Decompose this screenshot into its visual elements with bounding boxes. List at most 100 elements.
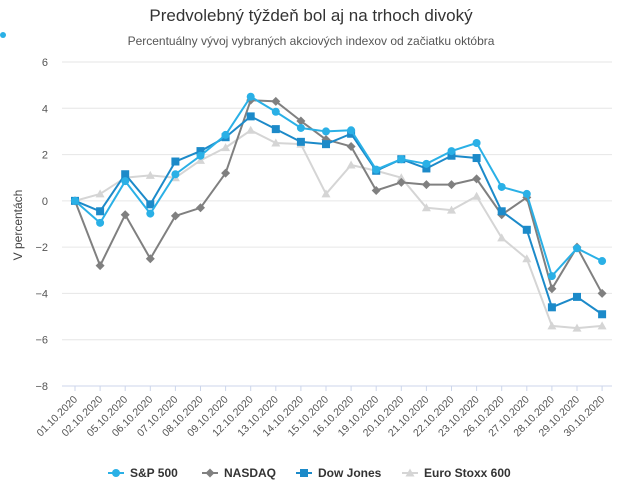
y-tick-label: −2 <box>35 242 48 254</box>
data-point <box>522 254 532 263</box>
data-point <box>598 310 607 319</box>
data-point <box>246 125 256 134</box>
data-point <box>121 177 130 186</box>
data-point <box>497 182 506 191</box>
y-axis-ticks: 6 4 2 0 −2 −4 −6 −8 <box>35 57 48 393</box>
data-point <box>96 207 105 216</box>
data-point <box>497 233 507 242</box>
data-point <box>221 143 231 152</box>
legend-item[interactable]: S&P 500 <box>108 466 178 480</box>
data-point <box>95 189 105 198</box>
legend-label: Euro Stoxx 600 <box>424 466 511 480</box>
data-point <box>421 180 431 190</box>
data-point <box>171 170 180 179</box>
data-point <box>472 174 482 184</box>
data-point <box>472 154 481 163</box>
series <box>70 92 607 332</box>
corner-dot-icon <box>0 32 6 38</box>
data-point <box>196 147 205 156</box>
series-1 <box>70 95 607 298</box>
legend-item[interactable]: Euro Stoxx 600 <box>402 466 511 480</box>
chart-title: Predvolebný týždeň bol aj na trhoch divo… <box>149 6 473 25</box>
y-axis-label: V percentách <box>11 190 25 261</box>
data-point <box>598 257 607 266</box>
data-point <box>221 130 230 139</box>
y-tick-label: 4 <box>42 103 48 115</box>
data-point <box>196 203 205 213</box>
data-point <box>271 138 281 147</box>
data-point <box>271 107 280 116</box>
data-point <box>346 141 356 151</box>
grid <box>62 61 612 387</box>
legend-symbol <box>205 468 215 478</box>
data-point <box>597 321 607 330</box>
data-point <box>547 272 556 281</box>
legend: S&P 500 NASDAQ Dow Jones Euro Stoxx 600 <box>108 466 511 480</box>
data-point <box>120 210 130 220</box>
data-point <box>397 155 406 164</box>
data-point <box>472 139 481 147</box>
x-axis-ticks: 01.10.202002.10.202005.10.202006.10.2020… <box>34 386 607 439</box>
data-point <box>246 92 255 101</box>
data-point <box>572 323 582 332</box>
data-point <box>322 140 330 149</box>
data-point <box>296 116 306 126</box>
series-line <box>74 129 603 330</box>
series-line <box>74 99 603 294</box>
data-point <box>146 209 155 218</box>
data-point <box>421 203 431 212</box>
data-point <box>322 127 330 136</box>
data-point <box>71 196 79 205</box>
data-point <box>472 191 482 200</box>
y-tick-label: −6 <box>35 335 48 347</box>
data-point <box>296 123 305 132</box>
data-point <box>396 177 406 187</box>
series-0 <box>71 92 607 281</box>
data-point <box>396 173 406 182</box>
data-point <box>447 180 456 190</box>
data-point <box>447 151 456 160</box>
data-point <box>296 137 305 146</box>
data-point <box>497 207 506 216</box>
data-point <box>547 303 556 312</box>
data-point <box>371 185 381 195</box>
data-point <box>347 126 356 135</box>
data-point <box>447 205 456 214</box>
data-point <box>372 165 381 174</box>
data-point <box>171 157 180 166</box>
legend-item[interactable]: NASDAQ <box>202 466 276 480</box>
data-point <box>522 189 531 198</box>
data-point <box>196 155 205 164</box>
data-point <box>145 254 155 264</box>
y-tick-label: −4 <box>35 288 48 300</box>
y-tick-label: 2 <box>42 150 48 162</box>
data-point <box>573 292 581 301</box>
data-point <box>95 261 105 271</box>
data-point <box>522 225 531 234</box>
legend-item[interactable]: Dow Jones <box>296 466 382 480</box>
legend-symbol <box>405 468 415 477</box>
legend-label: Dow Jones <box>318 466 382 480</box>
y-tick-label: 0 <box>42 196 48 208</box>
series-line <box>74 115 603 316</box>
data-point <box>145 170 155 179</box>
data-point <box>547 321 557 330</box>
legend-label: NASDAQ <box>224 466 276 480</box>
legend-symbol <box>300 469 308 477</box>
data-point <box>121 170 130 179</box>
data-point <box>447 147 456 156</box>
data-point <box>547 284 557 294</box>
chart-subtitle: Percentuálny vývoj vybraných akciových i… <box>127 34 495 48</box>
data-point <box>422 159 431 168</box>
y-tick-label: −8 <box>35 381 48 393</box>
data-point <box>597 288 607 298</box>
data-point <box>271 125 280 134</box>
data-point <box>146 200 155 209</box>
data-point <box>422 164 431 173</box>
data-point <box>346 160 356 169</box>
series-line <box>74 95 603 278</box>
legend-label: S&P 500 <box>130 466 178 480</box>
legend-symbol <box>112 469 120 477</box>
data-point <box>246 112 255 121</box>
